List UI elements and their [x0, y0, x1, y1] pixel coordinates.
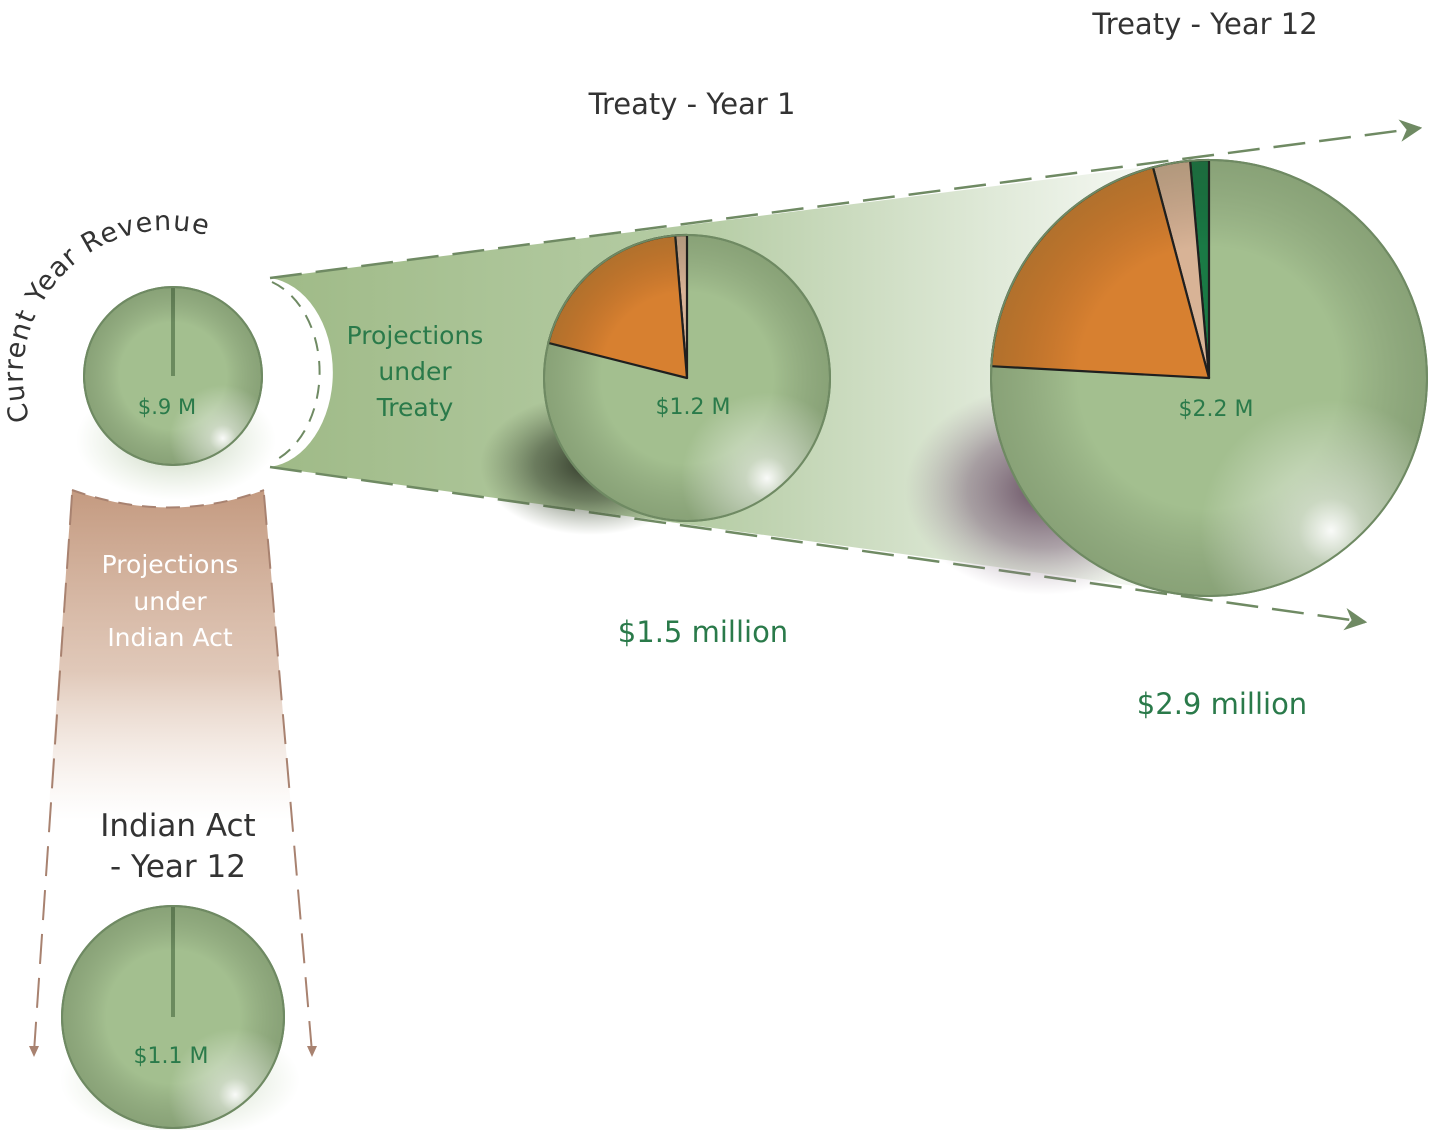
indian-act-left-dashed-arrow: [33, 494, 73, 1053]
pie-value-label: $.9 M: [138, 395, 196, 419]
pie-treaty-year-12: $2.2 M: [990, 158, 1428, 597]
projections-under-treaty-line-2: under: [378, 357, 452, 386]
treaty-year-12-label: Treaty - Year 12: [1091, 7, 1317, 41]
pie-highlight: [84, 287, 262, 465]
treaty-lower-dashed-arrow: [269, 465, 1368, 631]
treaty-year-1-total: $1.5 million: [618, 615, 788, 649]
pie-outline: [543, 234, 831, 522]
projections-under-indian-act-line-1: Projections: [102, 550, 239, 579]
pie-value-label: $1.2 M: [656, 395, 731, 420]
treaty-upper-dashed-arrow: [269, 119, 1423, 280]
indian-act-projection-band: [48, 490, 292, 820]
indian-act-year-12-line-2: - Year 12: [110, 849, 246, 885]
pie-indian-act-year-12: $1.1 M: [61, 905, 285, 1129]
pie-highlight: [544, 235, 830, 521]
projections-under-treaty-line-3: Treaty: [376, 393, 454, 422]
pie-outline: [990, 159, 1428, 597]
treaty-year-1-label: Treaty - Year 1: [588, 87, 796, 121]
treaty-year-12-total: $2.9 million: [1137, 687, 1307, 721]
pie-treaty-year-1: $1.2 M: [543, 233, 831, 522]
indian-act-left-arrowhead: [29, 1046, 39, 1057]
treaty-band-left-curve: [271, 281, 321, 463]
pies-group: $.9 M $1.2 M $2.2 M $1.1 M: [61, 158, 1428, 1129]
projections-under-indian-act-line-3: Indian Act: [107, 623, 233, 652]
indian-act-year-12-line-1: Indian Act: [100, 808, 255, 844]
pie-value-label: $2.2 M: [1179, 397, 1254, 422]
pie-outline: [61, 905, 285, 1129]
indian-act-right-arrowhead: [307, 1046, 317, 1057]
indian-act-right-dashed-arrow: [263, 494, 313, 1053]
pie-value-label: $1.1 M: [134, 1044, 209, 1069]
pie-highlight: [991, 160, 1427, 596]
projections-under-treaty-line-1: Projections: [347, 321, 484, 350]
pie-current: $.9 M: [83, 286, 263, 466]
pie-highlight: [62, 906, 284, 1128]
indian-act-band-top-curve: [71, 489, 265, 509]
pie-outline: [83, 286, 263, 466]
projections-under-indian-act-line-2: under: [133, 587, 207, 616]
